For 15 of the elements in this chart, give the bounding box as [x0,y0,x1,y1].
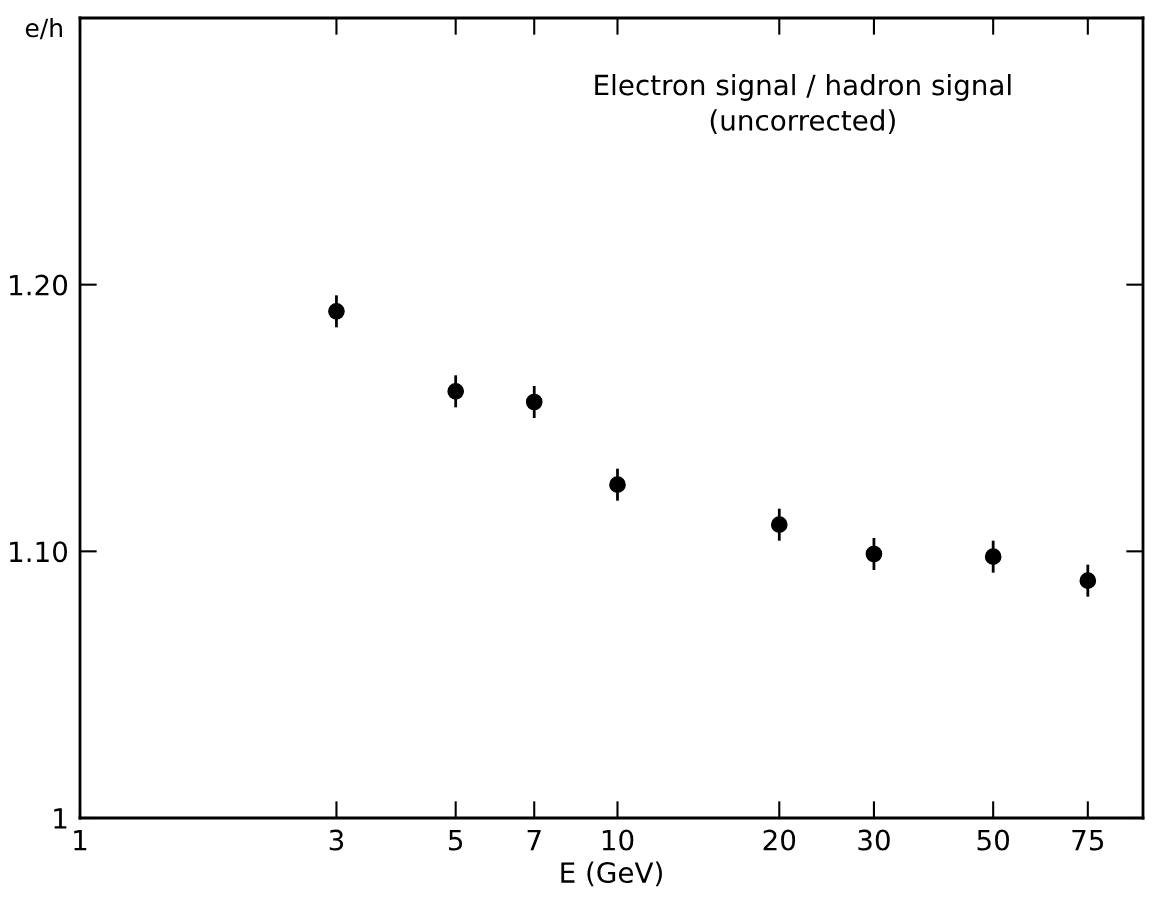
x-tick-label: 20 [763,829,796,851]
x-tick-label: 50 [977,829,1009,851]
y-axis-title: e/h [25,18,62,40]
x-tick-label: 5 [448,829,463,851]
x-tick-label: 1 [74,829,87,851]
x-tick-label: 10 [602,829,634,851]
y-tick-label: 1 [54,808,67,829]
y-tick-label: 1.20 [10,274,68,296]
y-tick-label: 1.10 [10,541,68,563]
x-tick-label: 75 [1072,829,1104,851]
x-axis-title: E (GeV) [561,861,662,887]
x-tick-label: 3 [329,829,344,851]
text: Electron signal / hadron signal (uncorrected) [595,74,1011,135]
x-tick-label: 30 [858,829,890,851]
x-tick-label: 7 [527,829,541,851]
